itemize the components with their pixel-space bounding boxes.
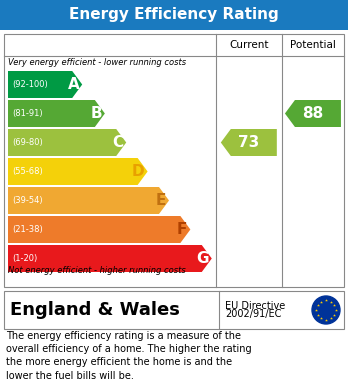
Text: Energy Efficiency Rating: Energy Efficiency Rating: [69, 7, 279, 23]
Text: Not energy efficient - higher running costs: Not energy efficient - higher running co…: [8, 266, 186, 275]
Text: Very energy efficient - lower running costs: Very energy efficient - lower running co…: [8, 58, 186, 67]
Text: D: D: [132, 164, 145, 179]
Text: E: E: [156, 193, 166, 208]
Text: (55-68): (55-68): [12, 167, 43, 176]
Text: (69-80): (69-80): [12, 138, 43, 147]
Text: 88: 88: [302, 106, 324, 121]
Text: (92-100): (92-100): [12, 80, 48, 89]
Text: F: F: [177, 222, 187, 237]
Text: (39-54): (39-54): [12, 196, 42, 205]
Polygon shape: [8, 100, 105, 127]
Text: The energy efficiency rating is a measure of the
overall efficiency of a home. T: The energy efficiency rating is a measur…: [6, 331, 252, 380]
Text: 73: 73: [238, 135, 260, 150]
Text: (21-38): (21-38): [12, 225, 43, 234]
Text: C: C: [112, 135, 123, 150]
Polygon shape: [221, 129, 277, 156]
Polygon shape: [8, 71, 82, 98]
Text: EU Directive: EU Directive: [225, 301, 285, 311]
Text: Potential: Potential: [290, 40, 336, 50]
Circle shape: [312, 296, 340, 324]
Polygon shape: [8, 129, 126, 156]
Text: England & Wales: England & Wales: [10, 301, 180, 319]
Text: (81-91): (81-91): [12, 109, 42, 118]
Bar: [4, 291, 344, 329]
Polygon shape: [8, 187, 169, 214]
Text: (1-20): (1-20): [12, 254, 37, 263]
Bar: [0, 0, 348, 30]
Text: A: A: [68, 77, 79, 92]
Polygon shape: [8, 158, 148, 185]
Text: Current: Current: [229, 40, 269, 50]
Text: B: B: [90, 106, 102, 121]
Text: G: G: [196, 251, 209, 266]
Polygon shape: [285, 100, 341, 127]
Text: 2002/91/EC: 2002/91/EC: [225, 309, 282, 319]
Polygon shape: [8, 245, 212, 272]
Polygon shape: [8, 216, 190, 243]
Bar: [4, 34, 344, 287]
